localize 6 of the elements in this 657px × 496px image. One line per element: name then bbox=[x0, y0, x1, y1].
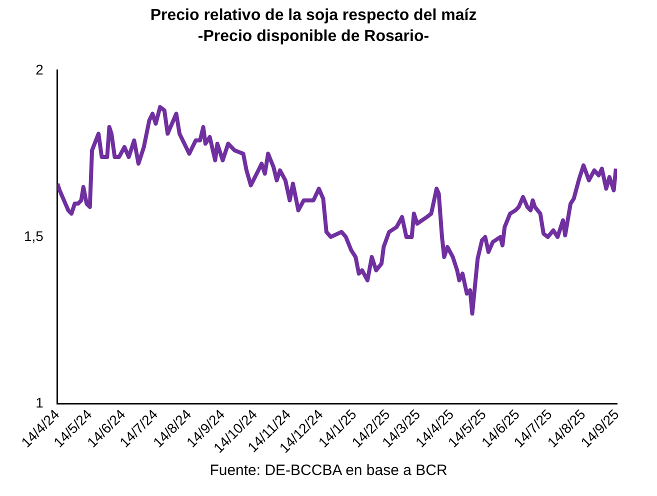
y-tick-label: 1 bbox=[36, 394, 44, 410]
chart-subtitle: -Precio disponible de Rosario- bbox=[198, 28, 430, 46]
y-tick-label: 2 bbox=[36, 61, 44, 78]
chart-title: Precio relativo de la soja respecto del maíz bbox=[150, 7, 477, 24]
y-tick-label: 1,5 bbox=[24, 228, 44, 244]
source-note: Fuente: DE-BCCBA en base a BCR bbox=[208, 462, 448, 479]
